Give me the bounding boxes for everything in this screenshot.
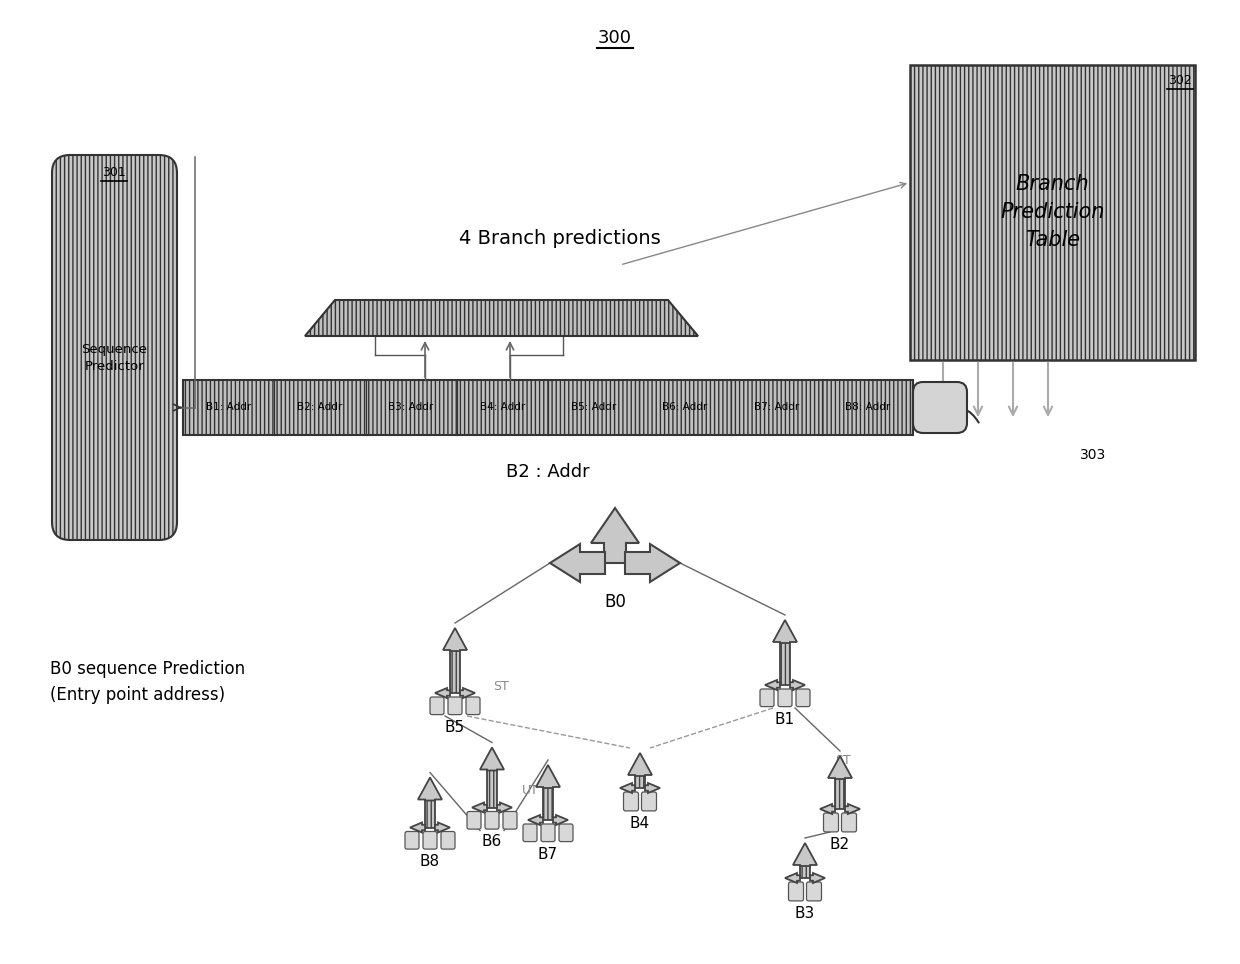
FancyBboxPatch shape — [405, 832, 419, 849]
FancyArrow shape — [497, 802, 512, 813]
Bar — [487, 769, 497, 808]
FancyBboxPatch shape — [485, 812, 498, 829]
Text: B3: Addr: B3: Addr — [388, 403, 434, 413]
FancyBboxPatch shape — [541, 824, 556, 842]
Text: UT: UT — [522, 784, 539, 796]
Text: 301: 301 — [102, 167, 126, 179]
Text: B5: B5 — [445, 719, 465, 735]
FancyArrow shape — [553, 815, 568, 825]
Text: B4: B4 — [630, 816, 650, 831]
FancyArrow shape — [591, 508, 639, 563]
Bar — [910, 65, 1195, 360]
FancyBboxPatch shape — [503, 812, 517, 829]
FancyArrow shape — [435, 688, 450, 698]
Bar — [184, 380, 913, 435]
Text: B2: Addr: B2: Addr — [298, 403, 342, 413]
FancyArrow shape — [794, 843, 817, 866]
Text: 300: 300 — [598, 29, 632, 47]
FancyBboxPatch shape — [823, 813, 838, 832]
FancyBboxPatch shape — [467, 812, 481, 829]
Text: B1: B1 — [775, 711, 795, 727]
Bar — [780, 642, 790, 685]
Bar — [450, 650, 460, 693]
Text: B6: B6 — [482, 834, 502, 849]
FancyBboxPatch shape — [760, 689, 774, 707]
Text: B2 : Addr: B2 : Addr — [506, 463, 590, 481]
FancyBboxPatch shape — [777, 689, 792, 707]
Text: B0: B0 — [604, 593, 626, 611]
Text: 4 Branch predictions: 4 Branch predictions — [459, 228, 661, 248]
Bar — [543, 787, 553, 820]
FancyArrow shape — [528, 815, 543, 825]
FancyArrow shape — [460, 688, 475, 698]
Bar — [635, 775, 645, 788]
FancyArrow shape — [828, 756, 852, 779]
FancyArrow shape — [785, 873, 800, 883]
FancyArrow shape — [443, 628, 467, 651]
Bar — [425, 799, 435, 827]
FancyArrow shape — [620, 783, 635, 793]
Text: B2: B2 — [830, 837, 851, 852]
FancyArrow shape — [410, 822, 425, 833]
Text: ST: ST — [494, 680, 508, 692]
FancyArrow shape — [627, 753, 652, 776]
Text: B7: Addr: B7: Addr — [754, 403, 799, 413]
FancyArrow shape — [645, 783, 660, 793]
FancyArrow shape — [536, 765, 560, 788]
FancyBboxPatch shape — [559, 824, 573, 842]
FancyArrow shape — [472, 802, 487, 813]
FancyArrow shape — [418, 778, 441, 800]
FancyArrow shape — [625, 544, 680, 582]
FancyBboxPatch shape — [624, 792, 639, 811]
Polygon shape — [305, 300, 698, 336]
FancyBboxPatch shape — [52, 155, 177, 540]
FancyBboxPatch shape — [441, 832, 455, 849]
FancyArrow shape — [773, 620, 797, 643]
FancyArrow shape — [844, 804, 861, 814]
FancyBboxPatch shape — [641, 792, 656, 811]
FancyBboxPatch shape — [806, 882, 821, 901]
FancyBboxPatch shape — [842, 813, 857, 832]
FancyBboxPatch shape — [466, 697, 480, 714]
Text: Branch
Prediction
Table: Branch Prediction Table — [1001, 174, 1105, 251]
Text: B7: B7 — [538, 846, 558, 862]
FancyBboxPatch shape — [789, 882, 804, 901]
Text: B0 sequence Prediction
(Entry point address): B0 sequence Prediction (Entry point addr… — [50, 660, 246, 705]
Text: B8: Addr: B8: Addr — [844, 403, 890, 413]
FancyBboxPatch shape — [523, 824, 537, 842]
FancyArrow shape — [810, 873, 825, 883]
FancyArrow shape — [551, 544, 605, 582]
FancyBboxPatch shape — [423, 832, 436, 849]
FancyBboxPatch shape — [448, 697, 463, 714]
FancyArrow shape — [765, 680, 780, 690]
Text: 303: 303 — [1080, 448, 1106, 462]
Text: B1: Addr: B1: Addr — [206, 403, 252, 413]
Text: B4: Addr: B4: Addr — [480, 403, 525, 413]
Bar — [835, 778, 844, 809]
FancyBboxPatch shape — [430, 697, 444, 714]
Text: B3: B3 — [795, 906, 815, 921]
Text: B8: B8 — [420, 854, 440, 870]
Bar — [800, 865, 810, 878]
FancyBboxPatch shape — [913, 382, 967, 433]
Text: 302: 302 — [1168, 74, 1192, 88]
Text: B6: Addr: B6: Addr — [662, 403, 708, 413]
FancyArrow shape — [820, 804, 835, 814]
Text: Sequence
Predictor: Sequence Predictor — [82, 342, 148, 372]
FancyArrow shape — [790, 680, 805, 690]
Text: B5: Addr: B5: Addr — [570, 403, 616, 413]
Text: ST: ST — [835, 754, 851, 766]
FancyArrow shape — [435, 822, 450, 833]
FancyBboxPatch shape — [796, 689, 810, 707]
FancyArrow shape — [480, 747, 503, 770]
